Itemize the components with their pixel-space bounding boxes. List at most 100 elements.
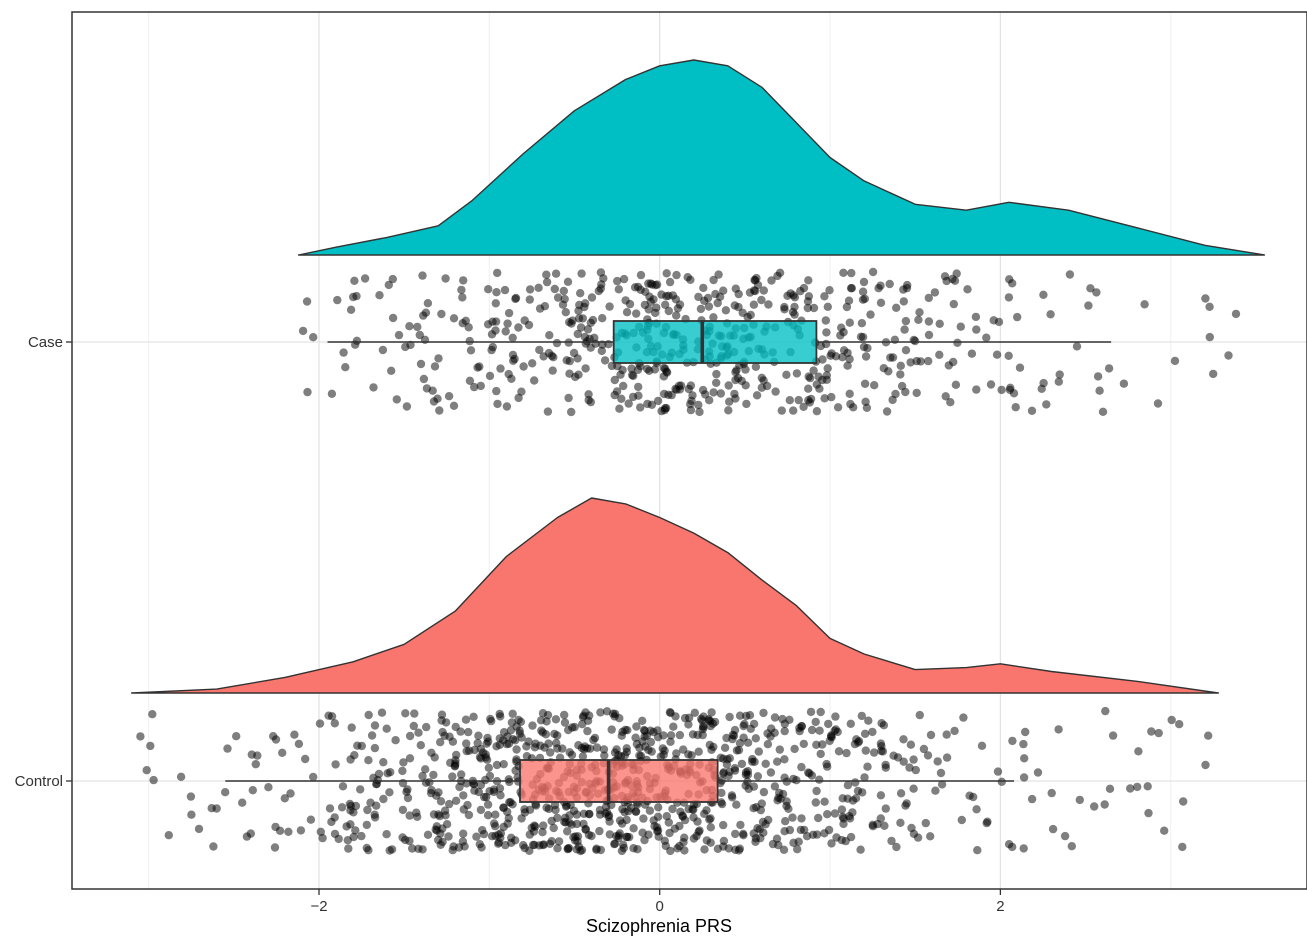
data-point	[548, 366, 557, 375]
data-point	[686, 381, 696, 390]
data-point	[739, 733, 748, 742]
data-point	[577, 845, 587, 855]
data-point	[827, 839, 836, 848]
data-point	[512, 757, 521, 766]
data-point	[736, 820, 745, 830]
data-point	[924, 330, 934, 340]
data-point	[704, 302, 714, 311]
data-point	[963, 285, 972, 294]
data-point	[493, 268, 502, 278]
data-point	[388, 274, 397, 284]
group-case	[297, 59, 1266, 417]
data-point	[440, 731, 449, 740]
data-point	[881, 804, 890, 813]
data-point	[558, 744, 567, 753]
data-point	[284, 827, 293, 836]
data-point	[464, 323, 473, 332]
data-point	[617, 731, 626, 740]
data-point	[550, 284, 559, 294]
data-point	[496, 833, 505, 842]
data-point	[1205, 332, 1215, 342]
data-point	[1143, 782, 1152, 791]
data-point	[669, 722, 678, 731]
data-point	[418, 271, 427, 280]
data-point	[445, 799, 454, 809]
data-point	[660, 404, 670, 413]
data-point	[1042, 400, 1051, 409]
data-point	[564, 725, 573, 735]
data-point	[547, 351, 556, 360]
data-point	[429, 810, 439, 819]
data-point	[1126, 784, 1135, 793]
data-point	[345, 799, 355, 809]
data-point	[574, 306, 583, 315]
data-point	[632, 309, 641, 318]
data-point	[1067, 842, 1077, 851]
data-point	[794, 395, 803, 405]
data-point	[759, 286, 768, 295]
data-point	[735, 844, 745, 853]
data-point	[1008, 842, 1017, 852]
data-point	[409, 721, 418, 731]
data-point	[1086, 284, 1095, 293]
data-point	[543, 407, 553, 416]
data-point	[851, 778, 860, 787]
data-point	[567, 319, 576, 328]
data-point	[421, 765, 430, 774]
data-point	[860, 773, 869, 782]
data-point	[749, 286, 759, 295]
data-point	[448, 772, 457, 781]
data-point	[658, 744, 667, 753]
data-point	[780, 726, 789, 736]
data-point	[428, 386, 437, 395]
data-point	[613, 276, 622, 286]
data-point	[449, 314, 459, 323]
groups-layer	[130, 59, 1266, 856]
data-point	[414, 844, 423, 853]
data-point	[858, 287, 868, 296]
data-point	[779, 845, 789, 854]
data-point	[584, 810, 594, 819]
data-point	[370, 743, 380, 753]
data-point	[492, 288, 501, 297]
data-point	[504, 369, 513, 379]
data-point	[725, 767, 734, 776]
data-point	[827, 392, 836, 402]
data-point	[607, 800, 616, 810]
data-point	[487, 345, 496, 355]
data-point	[1093, 372, 1103, 381]
data-point	[369, 773, 378, 782]
data-point	[753, 824, 762, 833]
data-point	[717, 798, 726, 807]
data-point	[876, 791, 886, 800]
data-point	[622, 747, 631, 757]
data-point	[700, 845, 709, 854]
data-point	[793, 845, 802, 854]
data-point	[625, 299, 635, 309]
data-point	[636, 403, 645, 412]
x-tick-label: 2	[996, 898, 1004, 915]
data-point	[472, 832, 481, 841]
data-point	[697, 716, 707, 725]
data-point	[405, 811, 414, 820]
data-point	[850, 739, 860, 749]
data-point	[631, 807, 640, 816]
data-point	[519, 362, 528, 371]
data-point	[382, 724, 391, 733]
data-point	[751, 734, 760, 743]
data-point	[831, 712, 840, 721]
data-point	[843, 361, 852, 370]
data-point	[530, 743, 540, 752]
data-point	[596, 845, 605, 855]
data-point	[309, 772, 318, 782]
data-point	[487, 716, 496, 726]
data-point	[956, 322, 965, 331]
data-point	[705, 396, 714, 405]
data-point	[1170, 356, 1180, 366]
density-case	[297, 59, 1266, 256]
data-point	[704, 715, 713, 724]
data-point	[339, 348, 348, 357]
data-point	[946, 398, 955, 407]
data-point	[673, 844, 682, 853]
